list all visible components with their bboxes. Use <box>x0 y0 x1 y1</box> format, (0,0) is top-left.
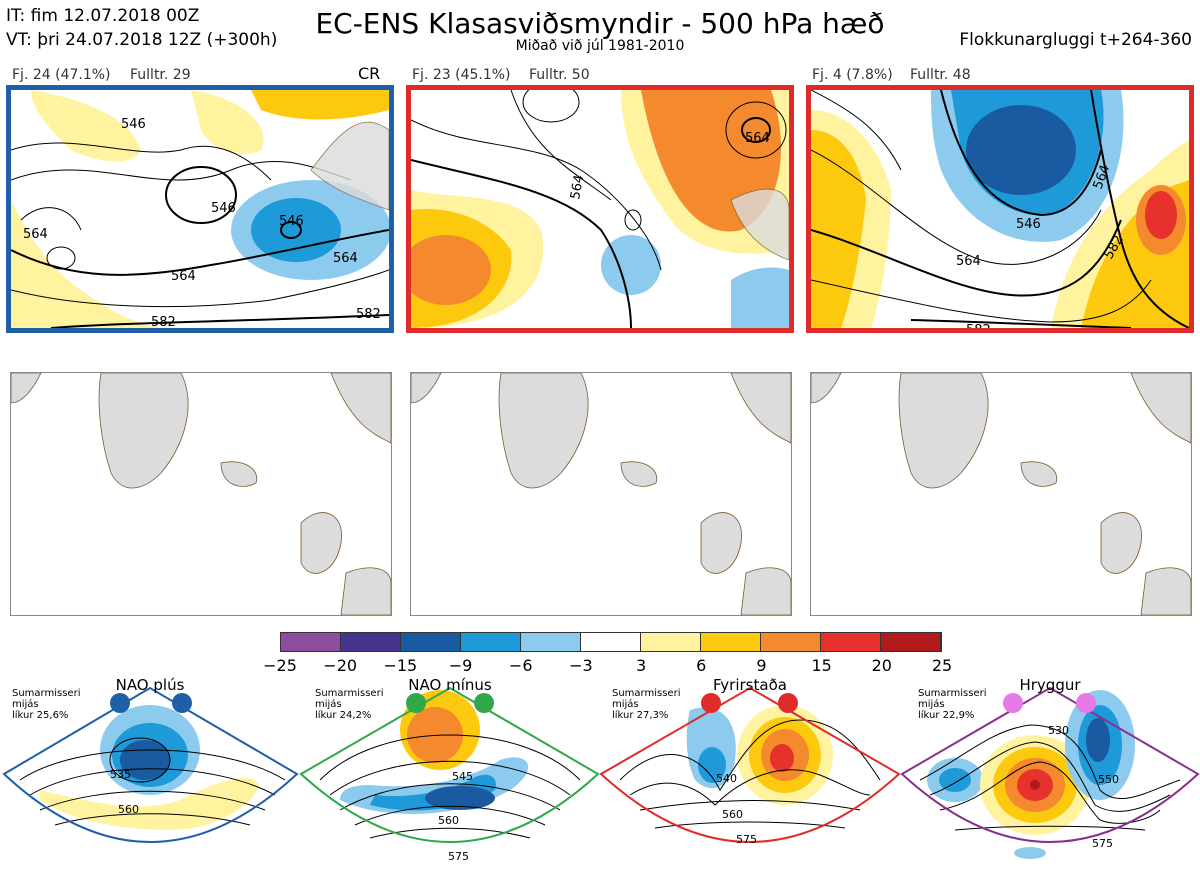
colorbar-swatch <box>701 633 761 651</box>
contour-label: 546 <box>211 201 236 216</box>
colorbar-tick-label: −3 <box>569 656 593 675</box>
colorbar-swatch <box>341 633 401 651</box>
regime-1-dot <box>110 693 130 713</box>
regime-4-dot <box>1076 693 1096 713</box>
cluster-3-representative: Fulltr. 48 <box>910 67 971 83</box>
empty-map-1 <box>10 372 392 616</box>
colorbar-swatch <box>461 633 521 651</box>
initial-time-label: IT: fim 12.07.2018 00Z <box>6 6 200 26</box>
regime-3-info: Sumarmisseri mijás líkur 27,3% <box>612 688 681 721</box>
contour-label: 540 <box>716 772 737 785</box>
colorbar-tick-label: −20 <box>323 656 358 675</box>
regimes-row: 535 560 545 560 575 <box>0 680 1200 871</box>
colorbar-tick-label: −6 <box>508 656 533 675</box>
cluster-2-caption: Fj. 23 (45.1%) <box>412 67 511 83</box>
cluster-1-caption: Fj. 24 (47.1%) <box>12 67 111 83</box>
contour-label: 546 <box>121 117 146 132</box>
colorbar-swatch <box>821 633 881 651</box>
empty-map-2 <box>410 372 792 616</box>
regime-1-dot <box>172 693 192 713</box>
cluster-3-map: 546 564 564 582 582 <box>806 85 1194 333</box>
contour-label: 582 <box>151 315 176 328</box>
contour-label: 546 <box>279 214 304 229</box>
regime-4-info: Sumarmisseri mijás líkur 22,9% <box>918 688 987 721</box>
colorbar-tick-label: 3 <box>635 656 647 675</box>
regime-2-dot <box>406 693 426 713</box>
cluster-2-representative: Fulltr. 50 <box>529 67 590 83</box>
contour-label: 564 <box>568 174 587 201</box>
cluster-1-representative: Fulltr. 29 <box>130 67 191 83</box>
colorbar-tick-label: −15 <box>383 656 418 675</box>
valid-time-label: VT: þri 24.07.2018 12Z (+300h) <box>6 30 278 50</box>
contour-label: 582 <box>356 307 381 322</box>
contour-label: 564 <box>956 254 981 269</box>
regime-2-info: Sumarmisseri mijás líkur 24,2% <box>315 688 384 721</box>
contour-label: 564 <box>333 251 358 266</box>
contour-label: 535 <box>110 768 131 781</box>
regimes-fans: 535 560 545 560 575 <box>2 686 1200 863</box>
regime-blocking-fan: 540 560 575 <box>599 686 901 846</box>
colorbar-swatch <box>521 633 581 651</box>
contour-label: 545 <box>452 770 473 783</box>
colorbar-swatch <box>581 633 641 651</box>
contour-label: 564 <box>745 131 770 146</box>
regime-2-name: NAO mínus <box>408 676 492 694</box>
empty-map-3 <box>810 372 1192 616</box>
contour-label: 575 <box>1092 837 1113 850</box>
contour-label: 560 <box>722 808 743 821</box>
colorbar-swatch <box>881 633 941 651</box>
regime-4-name: Hryggur <box>1019 676 1081 694</box>
contour-label: 560 <box>438 814 459 827</box>
contour-label: 575 <box>448 850 469 863</box>
contour-label: 564 <box>171 269 196 284</box>
colorbar-tick-label: −9 <box>448 656 473 675</box>
colorbar-tick-label: 15 <box>811 656 832 675</box>
regime-1-info: Sumarmisseri mijás líkur 25,6% <box>12 688 81 721</box>
cluster-1-map: 546 546 546 564 564 564 582 582 <box>6 85 394 333</box>
contour-label: 530 <box>1048 724 1069 737</box>
colorbar-tick-label: −25 <box>263 656 297 675</box>
regime-nao-plus-fan: 535 560 <box>2 686 299 843</box>
page-title: EC-ENS Klasasviðsmyndir - 500 hPa hæð <box>315 7 885 40</box>
contour-label: 582 <box>966 323 991 328</box>
cluster-1-tag: CR <box>358 64 381 83</box>
regime-3-name: Fyrirstaða <box>713 676 787 694</box>
contour-label: 546 <box>1016 217 1041 232</box>
colorbar <box>280 632 942 652</box>
contour-label: 560 <box>118 803 139 816</box>
regime-4-dot <box>1003 693 1023 713</box>
contour-label: 550 <box>1098 773 1119 786</box>
colorbar-swatch <box>401 633 461 651</box>
contour-label: 564 <box>23 227 48 242</box>
colorbar-swatch <box>761 633 821 651</box>
regime-3-dot <box>701 693 721 713</box>
cluster-2-map: 564 564 <box>406 85 794 333</box>
colorbar-tick-label: 25 <box>931 656 953 675</box>
contour-label: 575 <box>736 833 757 846</box>
regime-1-name: NAO plús <box>115 676 185 694</box>
colorbar-tick-label: 20 <box>871 656 892 675</box>
page-subtitle: Miðað við júl 1981-2010 <box>515 38 685 54</box>
cluster-3-caption: Fj. 4 (7.8%) <box>812 67 893 83</box>
regime-2-dot <box>474 693 494 713</box>
colorbar-tick-label: 6 <box>696 656 707 675</box>
colorbar-swatch <box>281 633 341 651</box>
colorbar-tick-label: 9 <box>756 656 767 675</box>
regime-3-dot <box>778 693 798 713</box>
classification-window-label: Flokkunargluggi t+264-360 <box>959 30 1192 50</box>
regime-ridge-fan: 530 550 575 <box>900 686 1200 859</box>
colorbar-swatch <box>641 633 701 651</box>
